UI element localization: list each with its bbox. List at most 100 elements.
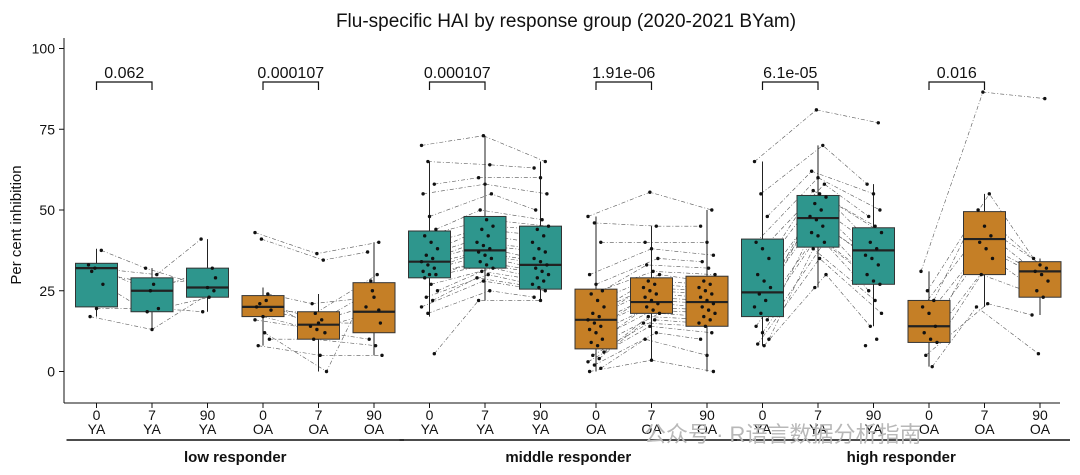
data-point [372, 295, 376, 299]
data-point [253, 318, 257, 322]
x-ticks: 0YA7YA90YA0OA7OA90OA0YA7YA90YA0OA7OA90OA… [88, 403, 1051, 437]
data-point [431, 298, 435, 303]
paired-line [269, 338, 376, 346]
data-point [546, 272, 551, 277]
data-point [656, 301, 660, 306]
paired-line [762, 183, 869, 249]
x-tick-day: 0 [426, 407, 434, 423]
data-point [543, 250, 547, 254]
data-point [373, 343, 378, 348]
data-point [643, 295, 647, 299]
data-point [424, 295, 428, 299]
x-tick-age: YA [754, 421, 772, 437]
data-point [594, 331, 598, 335]
pvalue-bracket [928, 81, 986, 90]
data-point [873, 224, 877, 228]
data-point [483, 253, 487, 257]
data-point [602, 305, 606, 309]
data-point [421, 192, 425, 196]
data-point [369, 279, 373, 283]
data-point [1035, 289, 1039, 293]
data-point [703, 324, 708, 328]
x-tick-day: 90 [1032, 407, 1048, 423]
data-point [814, 217, 819, 222]
data-point [1043, 96, 1047, 101]
y-tick-label: 25 [39, 283, 55, 299]
data-point [86, 263, 91, 267]
pvalue-brackets: 0.062 0.000107 0.000107 1.91e-06 6.1e-05 0.01… [95, 65, 986, 90]
data-point [657, 272, 662, 277]
watermark-text: 公众号 · R语言数据分析指南 [644, 422, 921, 447]
data-point [705, 353, 709, 358]
data-point [711, 369, 716, 374]
y-ticks: 0 25 50 75 100 [32, 41, 64, 380]
data-point [875, 337, 879, 341]
data-point [594, 282, 598, 286]
data-point [212, 289, 216, 293]
data-point [756, 342, 760, 346]
data-point [595, 298, 600, 303]
paired-line [595, 258, 703, 285]
data-point [867, 289, 871, 293]
data-point [210, 266, 214, 270]
data-point [821, 224, 825, 228]
x-tick-age: OA [919, 421, 940, 437]
box [963, 211, 1006, 276]
box [630, 277, 673, 314]
data-point [876, 121, 880, 125]
data-point [421, 269, 425, 274]
data-point [486, 234, 490, 238]
data-point [809, 230, 814, 235]
data-point [602, 350, 606, 354]
y-tick-label: 0 [47, 364, 55, 380]
paired-line [429, 193, 536, 217]
data-point [151, 282, 156, 286]
data-point [759, 192, 763, 196]
data-point [879, 230, 884, 235]
data-point [713, 311, 717, 316]
data-point [651, 269, 655, 274]
data-point [145, 310, 149, 314]
data-point [759, 311, 763, 316]
data-point [534, 266, 538, 270]
data-point [587, 272, 592, 277]
pvalue-bracket [95, 81, 153, 90]
data-point [752, 159, 757, 164]
data-point [434, 272, 438, 277]
paired-line [589, 248, 714, 275]
pvalue-bracket [595, 81, 653, 90]
data-point [871, 279, 876, 283]
data-point [813, 285, 817, 290]
data-point [435, 289, 440, 293]
x-tick-day: 7 [148, 407, 156, 423]
data-point [148, 289, 153, 293]
data-point [316, 321, 321, 325]
data-point [879, 311, 884, 316]
x-tick-age: OA [253, 421, 274, 437]
data-point [364, 305, 368, 309]
data-point [99, 248, 104, 253]
data-point [764, 298, 768, 303]
data-point [254, 305, 259, 309]
x-tick-age: YA [88, 421, 106, 437]
data-point [530, 282, 535, 286]
data-point [816, 234, 820, 238]
data-point [697, 285, 701, 290]
data-point [700, 305, 704, 309]
box [408, 230, 451, 279]
group-label: middle responder [505, 449, 631, 466]
data-point [538, 176, 543, 180]
paired-lines [88, 91, 1049, 372]
paired-line [759, 209, 866, 295]
data-point [814, 108, 819, 112]
data-point [708, 282, 712, 286]
data-point [481, 279, 486, 283]
data-point [648, 324, 652, 328]
chart-title: Flu-specific HAI by response group (2020… [336, 11, 796, 32]
paired-line [765, 216, 873, 301]
data-point [432, 352, 436, 356]
data-point [703, 289, 708, 293]
paired-line [421, 135, 546, 162]
data-point [258, 301, 262, 306]
data-point [932, 298, 936, 303]
